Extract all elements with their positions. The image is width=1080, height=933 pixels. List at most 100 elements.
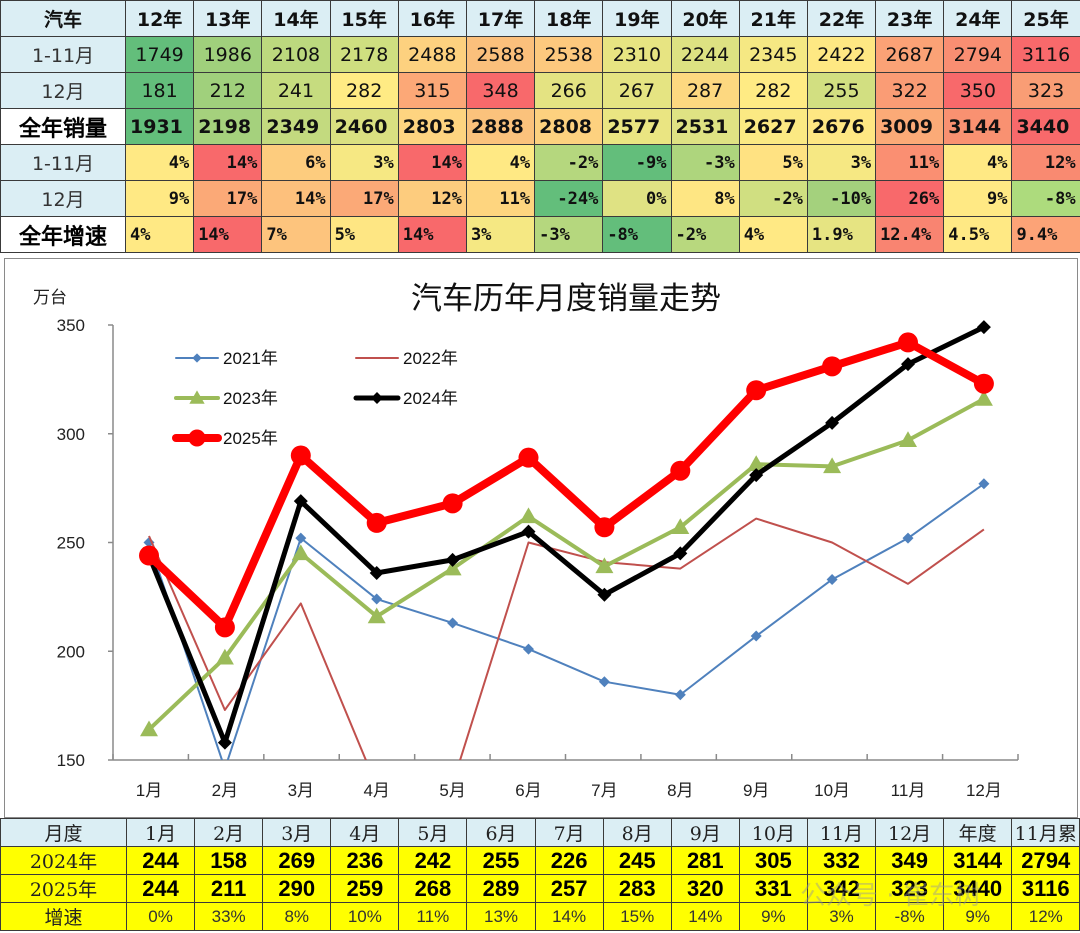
diamond-marker-icon [371,392,383,404]
month-header: 5月 [399,819,467,847]
diamond-marker-icon [219,763,230,774]
month-header: 8月 [603,819,671,847]
month-header: 4月 [331,819,399,847]
monthly-cell: 8% [263,903,331,931]
monthly-cell: 289 [467,875,535,903]
month-header: 11月 [807,819,875,847]
y-tick-label: 150 [57,751,85,770]
monthly-cell: 12% [1012,903,1080,931]
legend-label: 2021年 [223,349,278,368]
legend-item: 2025年 [176,429,278,448]
monthly-cell: 3144 [944,847,1012,875]
monthly-cell: 245 [603,847,671,875]
series-line [149,519,984,787]
monthly-cell: 11% [399,903,467,931]
monthly-cell: 226 [535,847,603,875]
triangle-marker-icon [899,431,917,447]
row-label: 2025年 [1,875,127,903]
monthly-cell: 2794 [1012,847,1080,875]
monthly-cell: 290 [263,875,331,903]
monthly-cell: 158 [195,847,263,875]
legend-label: 2023年 [223,389,278,408]
month-header: 7月 [535,819,603,847]
circle-marker-icon [822,356,842,376]
monthly-cell: 283 [603,875,671,903]
legend-item: 2023年 [176,389,278,408]
month-header: 1月 [127,819,195,847]
month-header: 12月 [876,819,944,847]
monthly-cell: 323 [876,875,944,903]
y-tick-label: 300 [57,425,85,444]
x-tick-label: 10月 [814,781,850,800]
monthly-cell: 33% [195,903,263,931]
chart-title: 汽车历年月度销量走势 [411,281,721,317]
y-tick-label: 350 [57,316,85,335]
monthly-cell: 244 [127,847,195,875]
monthly-cell: 0% [127,903,195,931]
circle-marker-icon [189,430,206,447]
diamond-marker-icon [447,617,458,628]
x-tick-label: 3月 [288,781,314,800]
monthly-cell: 9% [944,903,1012,931]
monthly-cell: 14% [671,903,739,931]
legend-label: 2022年 [403,349,458,368]
month-header: 9月 [671,819,739,847]
legend-item: 2022年 [356,349,458,368]
row-label: 2024年 [1,847,127,875]
monthly-cell: 349 [876,847,944,875]
triangle-marker-icon [292,544,310,560]
month-header: 年度 [944,819,1012,847]
x-tick-label: 2月 [212,781,238,800]
y-tick-label: 250 [57,534,85,553]
monthly-cell: 211 [195,875,263,903]
x-tick-label: 8月 [667,781,693,800]
x-tick-label: 6月 [515,781,541,800]
month-header: 2月 [195,819,263,847]
monthly-cell: 13% [467,903,535,931]
y-tick-label: 200 [57,642,85,661]
row-label: 增速 [1,903,127,931]
diamond-marker-icon [192,353,201,362]
x-tick-label: 9月 [743,781,769,800]
circle-marker-icon [443,493,463,513]
monthly-cell: 269 [263,847,331,875]
circle-marker-icon [746,380,766,400]
monthly-cell: 3440 [944,875,1012,903]
legend-label: 2024年 [403,389,458,408]
monthly-cell: 244 [127,875,195,903]
x-tick-label: 7月 [591,781,617,800]
circle-marker-icon [367,513,387,533]
monthly-cell: 255 [467,847,535,875]
diamond-marker-icon [523,644,534,655]
monthly-cell: 242 [399,847,467,875]
y-axis-unit-label: 万台 [33,288,67,307]
circle-marker-icon [519,448,539,468]
monthly-cell: 268 [399,875,467,903]
circle-marker-icon [594,517,614,537]
monthly-cell: 259 [331,875,399,903]
monthly-cell: 281 [671,847,739,875]
series-2022年 [149,519,984,787]
circle-marker-icon [139,546,159,566]
legend-item: 2021年 [176,349,278,368]
circle-marker-icon [291,446,311,466]
monthly-cell: 14% [535,903,603,931]
month-header: 10月 [739,819,807,847]
legend-label: 2025年 [223,429,278,448]
monthly-cell: -8% [876,903,944,931]
monthly-cell: 9% [739,903,807,931]
monthly-cell: 10% [331,903,399,931]
diamond-marker-icon [599,676,610,687]
monthly-cell: 305 [739,847,807,875]
monthly-cell: 3116 [1012,875,1080,903]
monthly-cell: 331 [739,875,807,903]
monthly-cell: 236 [331,847,399,875]
circle-marker-icon [974,374,994,394]
month-header: 11月累 [1012,819,1080,847]
monthly-cell: 332 [807,847,875,875]
